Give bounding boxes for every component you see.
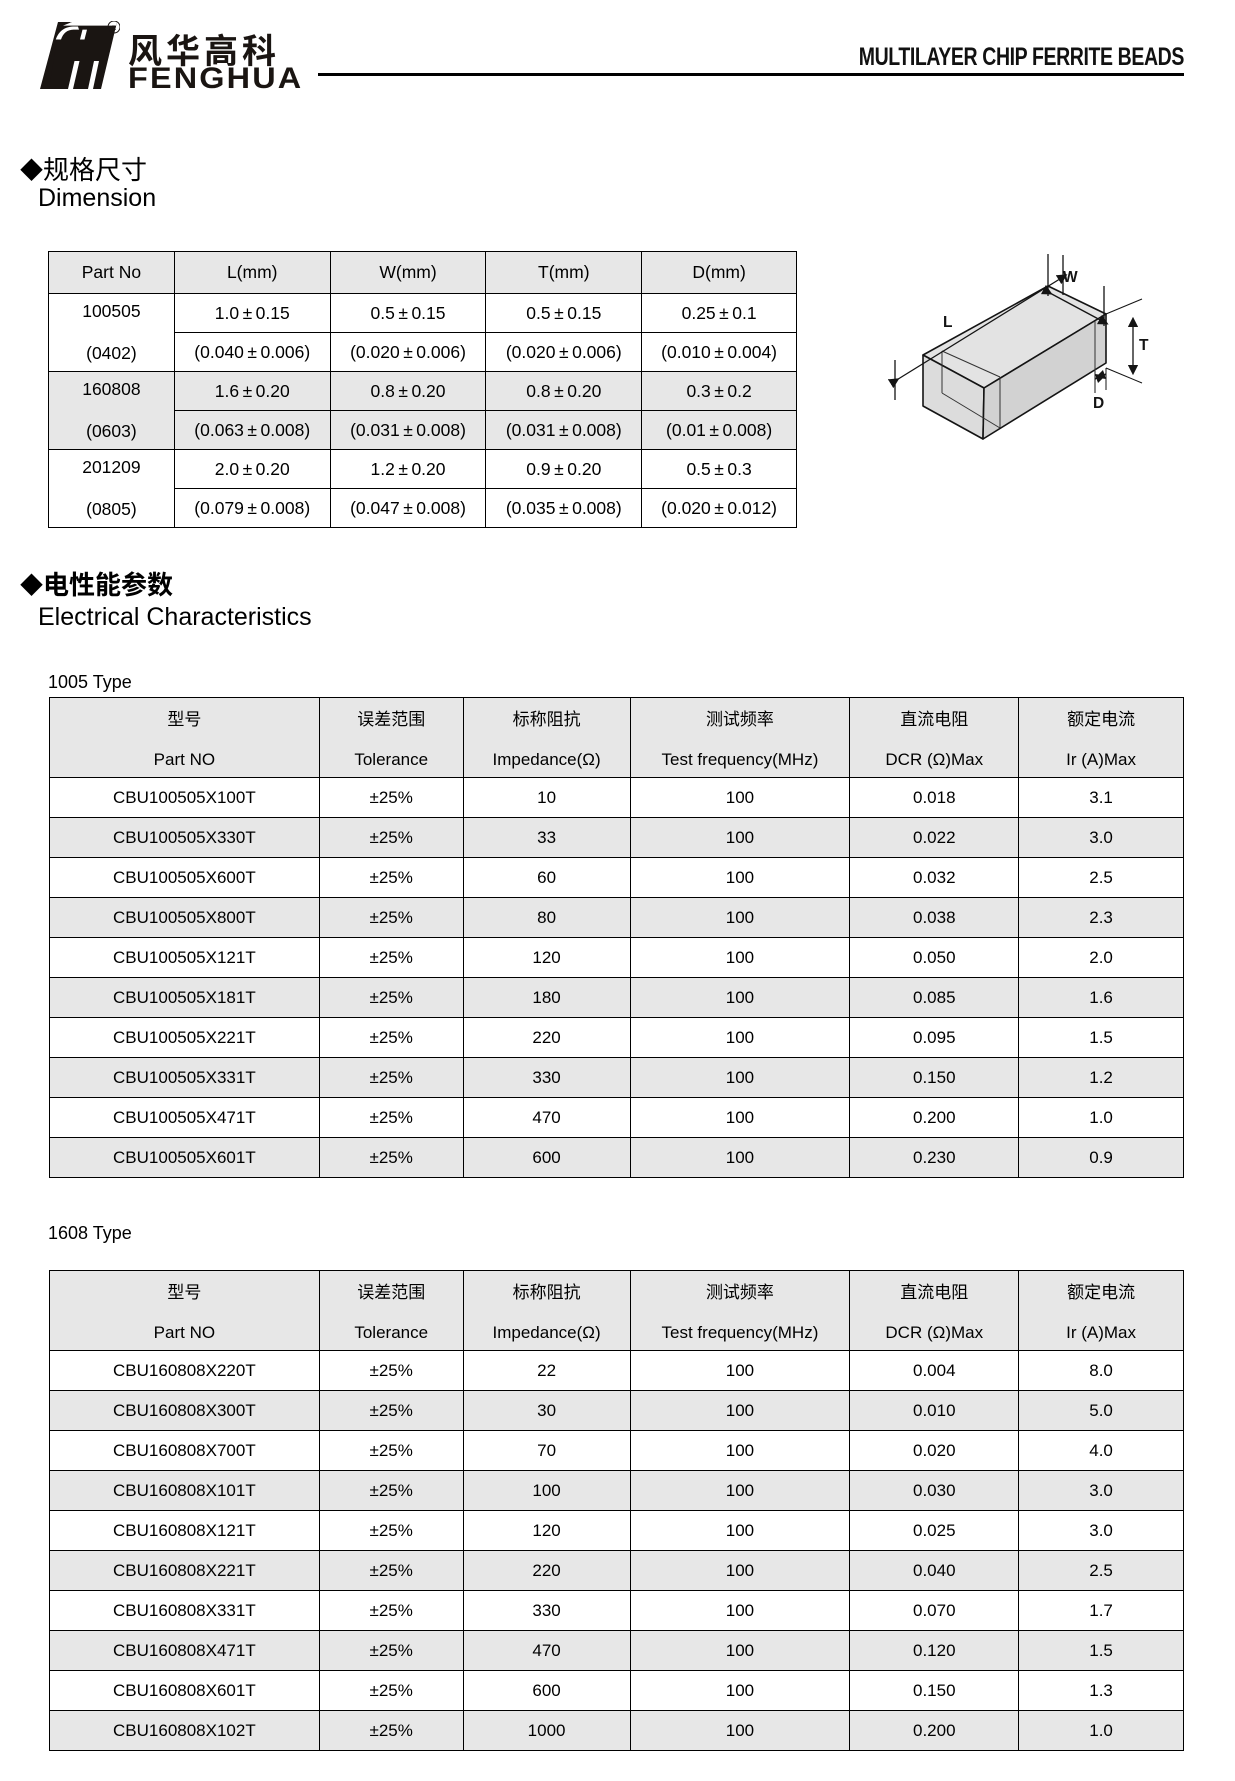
svg-text:R: R	[112, 25, 117, 32]
svg-text:W: W	[1063, 269, 1078, 286]
svg-text:D: D	[1093, 395, 1104, 412]
svg-text:L: L	[943, 314, 952, 331]
svg-text:T: T	[1139, 337, 1149, 354]
